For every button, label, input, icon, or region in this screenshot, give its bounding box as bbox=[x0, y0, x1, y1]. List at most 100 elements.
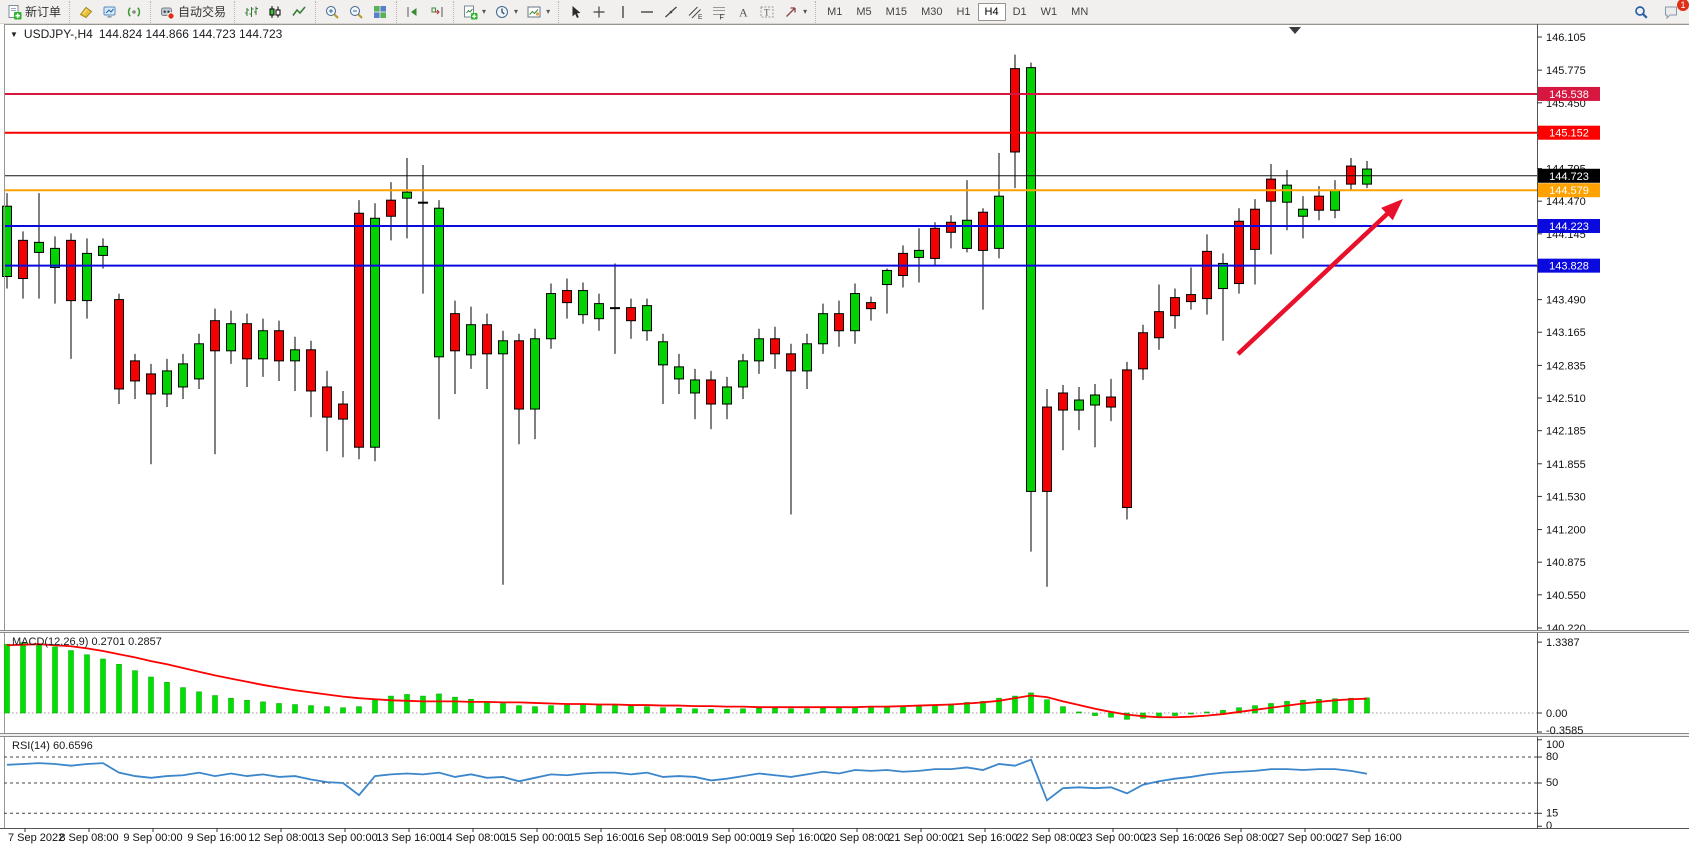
price-tick-label: 142.185 bbox=[1546, 426, 1586, 438]
chart-shift-button[interactable] bbox=[425, 3, 449, 21]
svg-text:143.828: 143.828 bbox=[1549, 261, 1589, 273]
rsi-tick-label: 50 bbox=[1546, 777, 1558, 789]
timeframe-mn[interactable]: MN bbox=[1064, 3, 1095, 21]
trend-arrow-annotation[interactable] bbox=[1236, 199, 1403, 356]
horizontal-line-button[interactable] bbox=[635, 3, 659, 21]
text-label-button[interactable]: T bbox=[755, 3, 779, 21]
price-level-badge[interactable]: 145.538 bbox=[1538, 86, 1600, 101]
periods-button[interactable]: ▾ bbox=[490, 3, 522, 21]
candlestick-button[interactable] bbox=[263, 3, 287, 21]
macd-histogram-bar bbox=[1124, 712, 1130, 720]
macd-histogram-bar bbox=[964, 702, 970, 714]
text-button[interactable]: A bbox=[731, 3, 755, 21]
chevron-down-icon[interactable]: ▾ bbox=[546, 7, 551, 16]
macd-histogram-bar bbox=[20, 642, 26, 714]
timeframe-h4[interactable]: H4 bbox=[977, 2, 1006, 21]
candle bbox=[114, 293, 124, 405]
candle bbox=[450, 300, 460, 394]
price-level-badge[interactable]: 143.828 bbox=[1538, 258, 1600, 273]
price-level-badge[interactable]: 144.579 bbox=[1538, 183, 1600, 198]
candle bbox=[210, 308, 220, 455]
price-level-badge[interactable]: 144.223 bbox=[1538, 218, 1600, 233]
macd-histogram-bar bbox=[708, 709, 714, 714]
candle bbox=[994, 152, 1004, 259]
macd-histogram-bar bbox=[548, 705, 554, 714]
macd-histogram-bar bbox=[660, 707, 666, 714]
timeframe-w1[interactable]: W1 bbox=[1034, 3, 1065, 21]
chat-icon bbox=[1665, 6, 1677, 19]
ohlc-toggle-icon[interactable]: ▼ bbox=[10, 29, 18, 39]
crosshair-icon bbox=[593, 6, 605, 17]
candle bbox=[962, 180, 972, 253]
macd-histogram-bar bbox=[1348, 697, 1354, 714]
price-level-badge[interactable]: 145.152 bbox=[1538, 125, 1600, 140]
current-price-badge[interactable]: 144.723 bbox=[1538, 168, 1600, 183]
equidistant-channel-button[interactable]: E bbox=[683, 3, 707, 21]
chevron-down-icon[interactable]: ▾ bbox=[514, 7, 519, 16]
crosshair-button[interactable] bbox=[587, 3, 611, 21]
timeframe-m30[interactable]: M30 bbox=[914, 3, 949, 21]
timeframe-h1[interactable]: H1 bbox=[949, 3, 977, 21]
arrows-button[interactable]: ▾ bbox=[779, 3, 811, 21]
trendline-button[interactable] bbox=[659, 3, 683, 21]
candle bbox=[1170, 288, 1180, 329]
macd-histogram-bar bbox=[484, 701, 490, 714]
macd-histogram-bar bbox=[1012, 695, 1018, 714]
chevron-down-icon[interactable]: ▾ bbox=[482, 7, 487, 16]
candle bbox=[546, 283, 556, 349]
candle bbox=[130, 353, 140, 400]
new-chart-button[interactable]: ▾ bbox=[458, 3, 490, 21]
text-label-icon: T bbox=[760, 6, 774, 17]
candle bbox=[258, 318, 268, 377]
macd-histogram-bar bbox=[1172, 712, 1178, 716]
timeframe-m15[interactable]: M15 bbox=[879, 3, 914, 21]
macd-histogram-bar bbox=[564, 704, 570, 714]
signals-button[interactable] bbox=[122, 3, 146, 21]
macd-histogram-bar bbox=[628, 705, 634, 714]
templates-button[interactable]: ▾ bbox=[522, 3, 554, 21]
vertical-line-button[interactable] bbox=[611, 3, 635, 21]
auto-scroll-button[interactable] bbox=[401, 3, 425, 21]
candle bbox=[1362, 161, 1372, 189]
zoom-out-button[interactable] bbox=[344, 3, 368, 21]
candle bbox=[242, 313, 252, 387]
chat-button[interactable] bbox=[1659, 3, 1683, 21]
candle bbox=[1218, 253, 1228, 341]
zoom-in-button[interactable] bbox=[320, 3, 344, 21]
fibonacci-button[interactable]: F bbox=[707, 3, 731, 21]
line-chart-button[interactable] bbox=[287, 3, 311, 21]
candle bbox=[738, 353, 748, 400]
bar-chart-button[interactable] bbox=[239, 3, 263, 21]
new-order-icon bbox=[8, 4, 22, 19]
signals-icon bbox=[127, 6, 141, 17]
macd-histogram-bar bbox=[1108, 712, 1114, 718]
macd-histogram-bar bbox=[1188, 712, 1194, 715]
new-order-button[interactable]: 新订单 bbox=[2, 3, 65, 21]
autotrading-button[interactable]: 自动交易 bbox=[155, 3, 230, 21]
chart-shift-marker[interactable] bbox=[1289, 27, 1301, 34]
search-button[interactable] bbox=[1629, 3, 1653, 21]
candle bbox=[98, 238, 108, 269]
timeframe-m1[interactable]: M1 bbox=[820, 3, 849, 21]
rsi-tick-label: 100 bbox=[1546, 739, 1564, 751]
styles-button[interactable] bbox=[74, 3, 98, 21]
macd-histogram-bar bbox=[516, 705, 522, 714]
time-tick-label: 22 Sep 08:00 bbox=[1016, 832, 1081, 844]
timeframe-m5[interactable]: M5 bbox=[849, 3, 878, 21]
macd-histogram-bar bbox=[436, 693, 442, 714]
macd-histogram-bar bbox=[724, 709, 730, 714]
chevron-down-icon[interactable]: ▾ bbox=[803, 7, 808, 16]
cursor-button[interactable] bbox=[563, 3, 587, 21]
tile-windows-button[interactable] bbox=[368, 3, 392, 21]
macd-histogram-bar bbox=[1300, 700, 1306, 714]
timeframe-d1[interactable]: D1 bbox=[1006, 3, 1034, 21]
candle bbox=[2, 193, 12, 289]
price-axis[interactable]: 146.105145.775145.450145.125144.795144.4… bbox=[1537, 24, 1600, 828]
market-button[interactable] bbox=[98, 3, 122, 21]
candle bbox=[306, 340, 316, 418]
price-tick-label: 141.855 bbox=[1546, 459, 1586, 471]
candle bbox=[1202, 234, 1212, 315]
svg-text:E: E bbox=[698, 14, 703, 20]
